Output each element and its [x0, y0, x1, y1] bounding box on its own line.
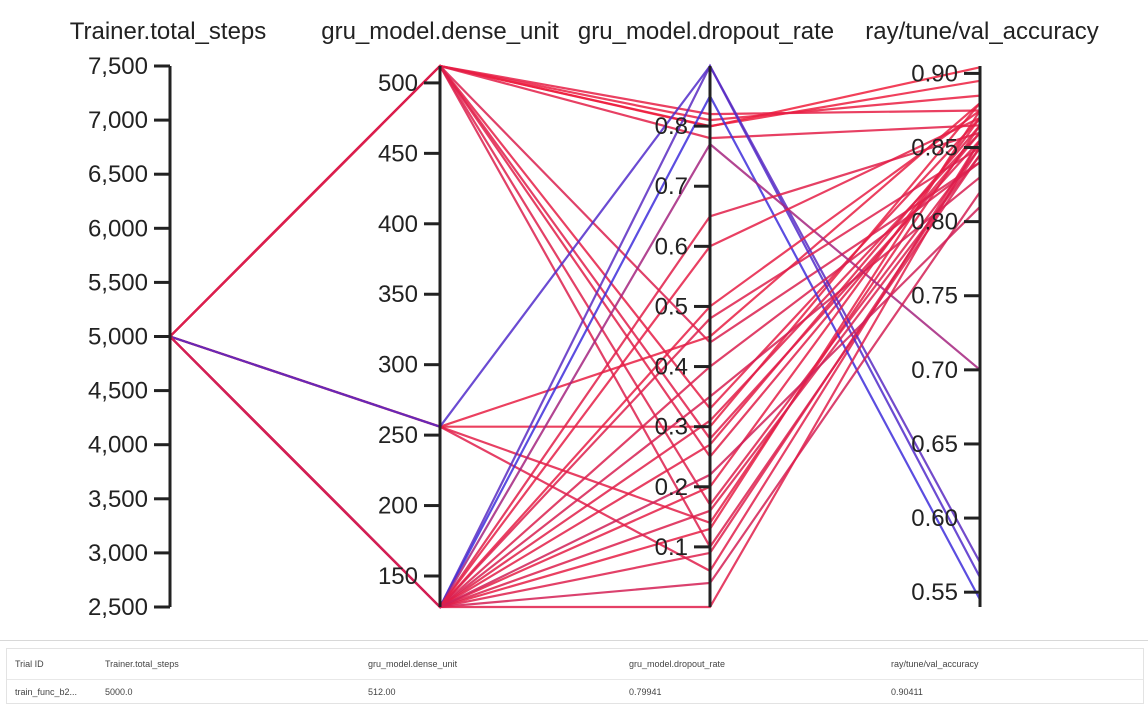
trial-line[interactable]: [169, 64, 981, 441]
tick-label: 450: [378, 140, 418, 167]
tick-label: 0.70: [911, 357, 958, 384]
axis-0: Trainer.total_steps 2,500 3,000 3,500 4,000 4…: [70, 18, 267, 621]
tick-label: 2,500: [88, 594, 148, 621]
tick-label: 0.65: [911, 431, 958, 458]
tick-label: 3,000: [88, 540, 148, 567]
tick-label: 250: [378, 422, 418, 449]
tick-label: 300: [378, 352, 418, 379]
table-header-row: Trial ID Trainer.total_steps gru_model.d…: [7, 649, 1143, 680]
tick-label: 0.80: [911, 209, 958, 236]
trial-line[interactable]: [169, 116, 981, 609]
cell-dense-unit: 512.00: [368, 687, 396, 697]
tick-label: 0.2: [655, 474, 688, 501]
tick-label: 200: [378, 493, 418, 520]
cell-total-steps: 5000.0: [105, 687, 133, 697]
header-val-accuracy[interactable]: ray/tune/val_accuracy: [883, 649, 1143, 680]
trial-line[interactable]: [169, 64, 981, 411]
cell-dropout-rate: 0.79941: [629, 687, 662, 697]
axis-title: gru_model.dense_unit: [321, 18, 559, 45]
tick-label: 4,000: [88, 432, 148, 459]
tick-label: 7,000: [88, 107, 148, 134]
axis-2: gru_model.dropout_rate 0.1 0.2 0.3 0.4 0.5 0.6…: [578, 18, 834, 607]
axis-3: ray/tune/val_accuracy 0.55 0.60 0.65 0.70 0.7…: [865, 18, 1099, 607]
axis-title: Trainer.total_steps: [70, 18, 267, 45]
header-total-steps[interactable]: Trainer.total_steps: [97, 649, 360, 680]
tick-label: 6,500: [88, 161, 148, 188]
tick-label: 0.75: [911, 283, 958, 310]
trial-lines: [169, 63, 981, 609]
tick-label: 0.8: [655, 113, 688, 140]
tick-label: 0.4: [655, 354, 688, 381]
tick-label: 7,500: [88, 53, 148, 80]
tick-label: 5,500: [88, 269, 148, 296]
trial-line[interactable]: [169, 64, 981, 338]
trial-line[interactable]: [169, 176, 981, 609]
tick-label: 0.3: [655, 414, 688, 441]
trial-line[interactable]: [169, 109, 981, 609]
cell-val-accuracy: 0.90411: [891, 687, 923, 697]
tick-label: 0.55: [911, 579, 958, 606]
tick-label: 400: [378, 211, 418, 238]
tick-label: 0.1: [655, 534, 688, 561]
trial-line[interactable]: [169, 64, 981, 344]
tick-label: 0.5: [655, 293, 688, 320]
trial-table: Trial ID Trainer.total_steps gru_model.d…: [6, 648, 1144, 704]
tick-label: 6,000: [88, 215, 148, 242]
axis-title: gru_model.dropout_rate: [578, 18, 834, 45]
axis-title: ray/tune/val_accuracy: [865, 18, 1098, 45]
tick-label: 4,500: [88, 378, 148, 405]
axis-1: gru_model.dense_unit 150 200 250 300 350 400 45…: [321, 18, 559, 607]
divider: [0, 640, 1148, 641]
trial-line[interactable]: [169, 206, 981, 609]
parallel-coordinates-chart: Trainer.total_steps 2,500 3,000 3,500 4,000 4…: [70, 18, 1099, 621]
tick-label: 0.60: [911, 505, 958, 532]
header-dense-unit[interactable]: gru_model.dense_unit: [360, 649, 621, 680]
tick-label: 5,000: [88, 324, 148, 351]
trial-line[interactable]: [169, 117, 981, 609]
tick-label: 350: [378, 281, 418, 308]
tick-label: 3,500: [88, 486, 148, 513]
tick-label: 150: [378, 563, 418, 590]
cell-trial-id: train_func_b2...: [15, 687, 78, 697]
tick-label: 500: [378, 70, 418, 97]
trial-line[interactable]: [169, 109, 981, 609]
header-dropout-rate[interactable]: gru_model.dropout_rate: [621, 649, 883, 680]
table-row[interactable]: train_func_b2... 5000.0 512.00 0.79941 0…: [7, 680, 1143, 705]
tick-label: 0.6: [655, 233, 688, 260]
header-trial-id[interactable]: Trial ID: [7, 649, 97, 680]
tick-label: 0.7: [655, 173, 688, 200]
tick-label: 0.90: [911, 60, 958, 87]
tick-label: 0.85: [911, 135, 958, 162]
